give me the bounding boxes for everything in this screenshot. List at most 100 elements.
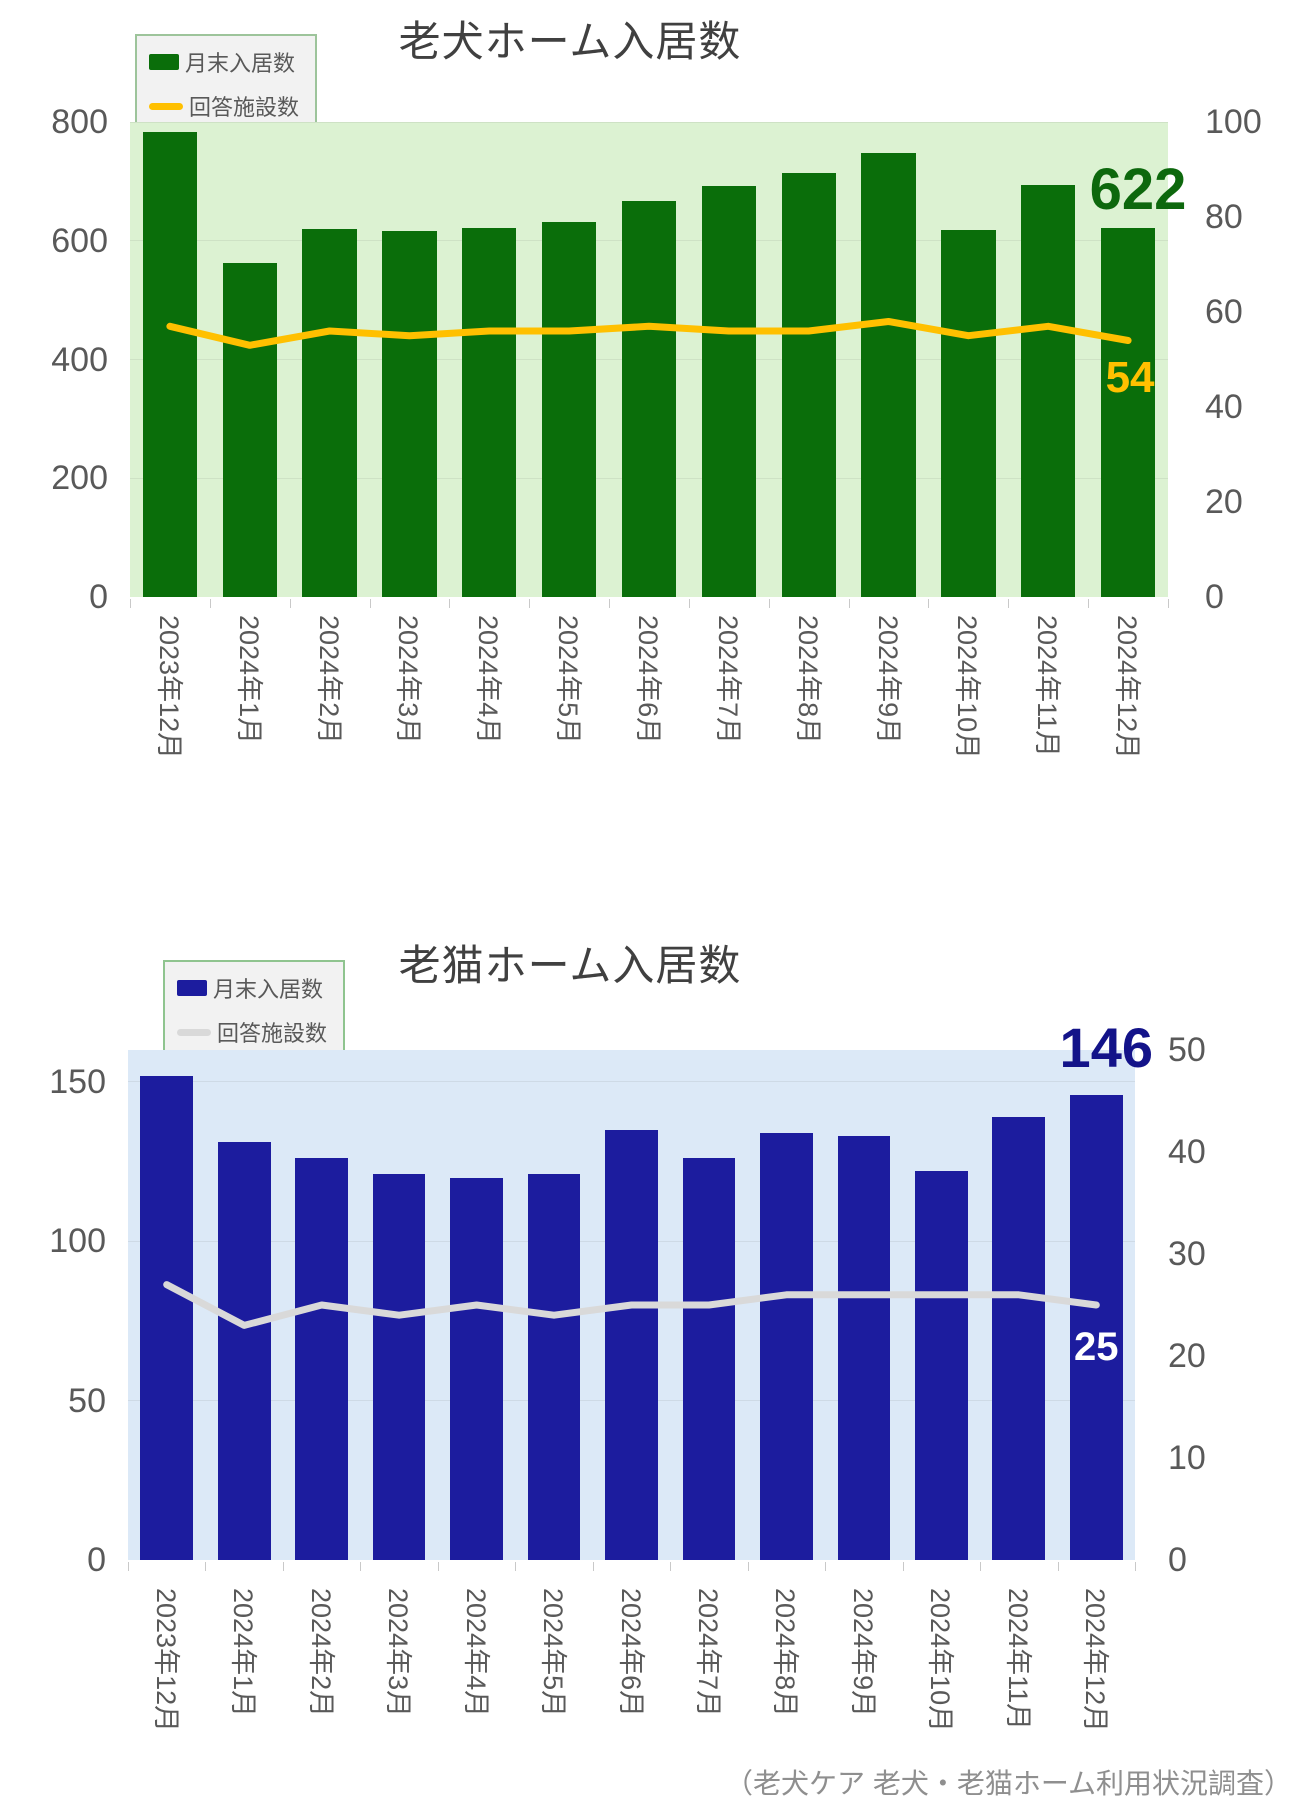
legend-item-line: 回答施設数 [149, 90, 299, 122]
bar [1069, 1094, 1123, 1560]
x-axis-label: 2023年12月 [153, 615, 184, 760]
axis-tick [980, 1562, 982, 1571]
bar [682, 1158, 736, 1560]
cat-chart-title: 老猫ホーム入居数 [398, 942, 742, 989]
x-axis-label: 2024年5月 [538, 1588, 569, 1718]
left-axis-tick-label: 150 [49, 1062, 106, 1101]
right-axis-tick-label: 0 [1168, 1541, 1187, 1579]
x-axis-label: 2024年3月 [383, 1588, 414, 1718]
bar [142, 132, 198, 597]
legend-item-bar: 月末入居数 [177, 972, 327, 1004]
bar-end-value-label: 146 [1059, 1015, 1153, 1079]
left-axis-tick-label: 0 [89, 578, 108, 616]
bar [382, 230, 437, 597]
axis-tick [1168, 599, 1169, 608]
axis-tick [449, 599, 451, 608]
axis-tick [1057, 1562, 1059, 1571]
left-axis-tick-label: 400 [51, 340, 108, 379]
bar [1021, 184, 1076, 597]
bar [837, 1136, 891, 1560]
x-axis-label: 2024年7月 [712, 615, 743, 745]
legend-bar-label: 月末入居数 [213, 977, 324, 1002]
legend-line-label: 回答施設数 [217, 1021, 328, 1046]
x-axis-label: 2024年2月 [313, 615, 344, 745]
x-axis-label: 2024年7月 [692, 1588, 723, 1718]
axis-tick [609, 599, 611, 608]
axis-tick [130, 599, 131, 608]
legend-item-line: 回答施設数 [177, 1016, 327, 1048]
right-axis-tick-label: 60 [1205, 293, 1243, 331]
right-axis-tick-label: 0 [1205, 578, 1224, 616]
right-axis-tick-label: 40 [1168, 1133, 1206, 1171]
axis-tick [1008, 599, 1010, 608]
x-axis-label: 2024年8月 [792, 615, 823, 745]
axis-tick [1088, 599, 1090, 608]
legend-line-label: 回答施設数 [189, 95, 300, 120]
bar [140, 1075, 194, 1560]
right-axis-tick-label: 20 [1168, 1337, 1206, 1375]
axis-tick [128, 1562, 129, 1571]
axis-tick [282, 1562, 284, 1571]
axis-tick [515, 1562, 517, 1571]
axis-tick [825, 1562, 827, 1571]
left-axis-tick-label: 100 [49, 1222, 106, 1261]
bar [462, 228, 517, 597]
axis-tick [437, 1562, 439, 1571]
right-axis-tick-label: 30 [1168, 1235, 1206, 1273]
x-axis-label: 2024年11月 [1032, 615, 1063, 758]
line-series [166, 318, 1132, 349]
x-axis-label: 2024年6月 [615, 1588, 646, 1718]
axis-tick [768, 599, 770, 608]
left-axis-tick-label: 800 [51, 103, 108, 141]
bar-end-value-label: 622 [1089, 156, 1187, 222]
x-axis-label: 2024年1月 [228, 1588, 259, 1718]
x-axis-label: 2023年12月 [150, 1588, 181, 1733]
left-axis-tick-label: 200 [51, 459, 108, 498]
bar [450, 1177, 503, 1560]
x-axis-label: 2024年6月 [633, 615, 663, 745]
bar [701, 185, 756, 597]
x-axis-label: 2024年4月 [473, 615, 504, 745]
axis-tick [670, 1562, 672, 1571]
bar [217, 1142, 271, 1560]
line-series [163, 1281, 1100, 1329]
x-axis-label: 2024年10月 [952, 615, 983, 760]
right-axis-tick-label: 80 [1205, 198, 1243, 236]
x-axis-label: 2024年9月 [872, 615, 903, 745]
bar [222, 262, 277, 597]
bar [992, 1116, 1046, 1560]
line-end-value-label: 25 [1074, 1325, 1119, 1369]
x-axis-label: 2024年4月 [460, 1588, 491, 1718]
cat-chart-legend: 月末入居数 回答施設数 [163, 960, 346, 1062]
x-axis-label: 2024年5月 [553, 615, 584, 745]
line-series-swatch-icon [149, 102, 183, 110]
axis-tick [360, 1562, 362, 1571]
x-axis-label: 2024年12月 [1080, 1588, 1111, 1733]
dog-chart-legend: 月末入居数 回答施設数 [135, 34, 318, 136]
source-credit: （老犬ケア 老犬・老猫ホーム利用状況調査） [725, 1768, 1292, 1799]
bar-series-swatch-icon [177, 980, 207, 996]
axis-tick [592, 1562, 594, 1571]
axis-tick [928, 599, 930, 608]
bar-series-swatch-icon [149, 54, 179, 70]
axis-tick [529, 599, 531, 608]
x-axis-label: 2024年10月 [925, 1588, 956, 1733]
legend-bar-label: 月末入居数 [185, 51, 296, 76]
bar [915, 1171, 968, 1560]
bar [372, 1174, 426, 1560]
bar [621, 200, 677, 597]
x-axis-label: 2024年11月 [1002, 1588, 1033, 1731]
line-series-swatch-icon [177, 1028, 211, 1036]
bar [605, 1129, 658, 1560]
axis-tick [369, 599, 371, 608]
line-path [166, 318, 1132, 349]
bar [295, 1158, 348, 1560]
left-axis-tick-label: 0 [87, 1541, 106, 1579]
right-axis-tick-label: 50 [1168, 1031, 1206, 1069]
axis-tick [848, 599, 850, 608]
axis-tick [688, 599, 690, 608]
right-axis-tick-label: 10 [1168, 1439, 1206, 1477]
dog-chart-title: 老犬ホーム入居数 [398, 18, 742, 65]
x-axis-label: 2024年9月 [847, 1588, 878, 1718]
x-axis-label: 2024年2月 [305, 1588, 336, 1718]
